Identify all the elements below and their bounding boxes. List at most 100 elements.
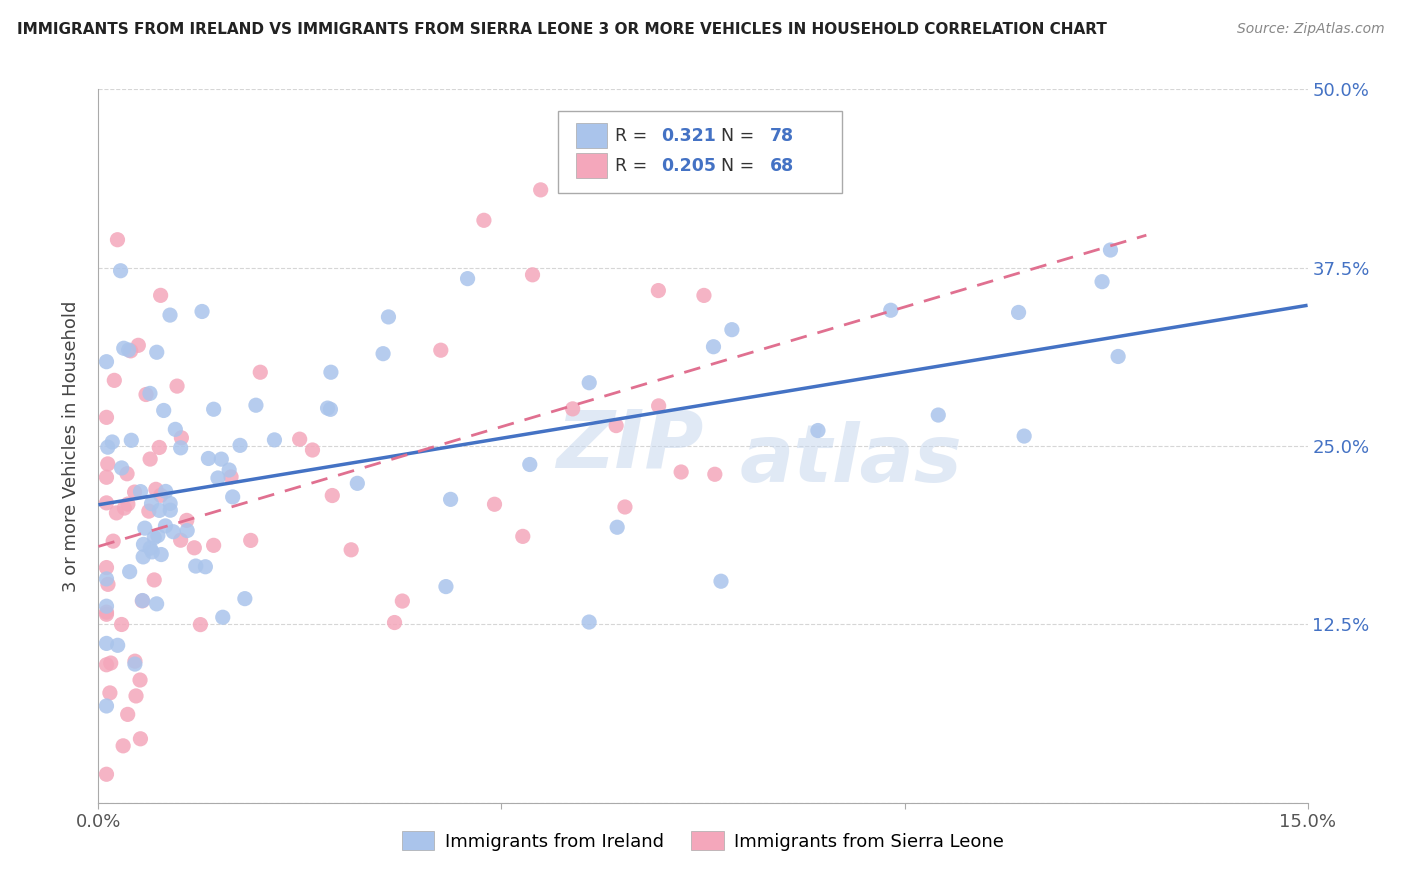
Point: [96, 410, 118, 425]
Point: [721, 323, 744, 337]
Point: [117, 497, 139, 511]
Point: [118, 565, 141, 579]
Point: [138, 504, 160, 518]
Point: [578, 376, 600, 390]
Point: [139, 541, 162, 555]
Point: [434, 580, 457, 594]
Point: [148, 503, 170, 517]
Point: [522, 268, 544, 282]
Point: [145, 483, 167, 497]
Point: [1007, 305, 1029, 319]
Text: ZIP: ZIP: [555, 407, 703, 485]
Text: IMMIGRANTS FROM IRELAND VS IMMIGRANTS FROM SIERRA LEONE 3 OR MORE VEHICLES IN HO: IMMIGRANTS FROM IRELAND VS IMMIGRANTS FR…: [17, 22, 1107, 37]
Point: [391, 594, 413, 608]
Point: [125, 689, 148, 703]
Point: [96, 657, 118, 672]
Point: [166, 379, 188, 393]
Point: [131, 594, 153, 608]
Point: [430, 343, 453, 358]
Point: [111, 461, 134, 475]
Point: [132, 549, 155, 564]
Point: [519, 458, 541, 472]
Legend: Immigrants from Ireland, Immigrants from Sierra Leone: Immigrants from Ireland, Immigrants from…: [395, 824, 1011, 858]
Point: [263, 433, 285, 447]
Point: [1107, 350, 1129, 364]
Point: [1099, 243, 1122, 257]
Point: [191, 304, 214, 318]
Point: [129, 484, 152, 499]
Point: [346, 476, 368, 491]
Point: [170, 431, 193, 445]
Text: R =: R =: [614, 127, 652, 145]
Point: [148, 441, 170, 455]
Point: [98, 686, 121, 700]
Point: [207, 471, 229, 485]
Point: [693, 288, 716, 302]
Point: [96, 599, 118, 614]
Point: [319, 402, 342, 417]
Point: [103, 373, 125, 387]
Point: [159, 308, 181, 322]
Point: [129, 673, 152, 687]
Point: [120, 343, 142, 358]
Point: [135, 387, 157, 401]
Point: [321, 489, 343, 503]
Point: [184, 559, 207, 574]
Text: 68: 68: [769, 157, 794, 175]
Point: [96, 636, 118, 650]
Point: [176, 524, 198, 538]
Y-axis label: 3 or more Vehicles in Household: 3 or more Vehicles in Household: [62, 301, 80, 591]
Point: [118, 343, 141, 357]
Point: [197, 451, 219, 466]
Point: [512, 529, 534, 543]
Point: [710, 574, 733, 589]
Point: [159, 496, 181, 510]
Point: [219, 470, 242, 484]
Point: [702, 340, 724, 354]
Point: [132, 537, 155, 551]
FancyBboxPatch shape: [576, 153, 607, 178]
Text: R =: R =: [614, 157, 652, 175]
Point: [120, 434, 142, 448]
Point: [115, 467, 138, 481]
Point: [96, 496, 118, 510]
Point: [139, 386, 162, 401]
Text: Source: ZipAtlas.com: Source: ZipAtlas.com: [1237, 22, 1385, 37]
Point: [613, 500, 636, 514]
Point: [129, 731, 152, 746]
Point: [112, 341, 135, 355]
Text: 0.205: 0.205: [661, 157, 716, 175]
Point: [96, 767, 118, 781]
Point: [141, 545, 163, 559]
Point: [96, 605, 118, 619]
Point: [239, 533, 262, 548]
Point: [149, 488, 172, 502]
Point: [233, 591, 256, 606]
Point: [1091, 275, 1114, 289]
Point: [245, 398, 267, 412]
Point: [105, 506, 128, 520]
Point: [371, 346, 394, 360]
Point: [1012, 429, 1035, 443]
Point: [97, 577, 120, 591]
Point: [112, 739, 135, 753]
Point: [112, 501, 135, 516]
Point: [209, 452, 232, 467]
Point: [124, 657, 146, 671]
Point: [218, 463, 240, 477]
Point: [155, 519, 177, 533]
Point: [150, 548, 173, 562]
Point: [110, 264, 132, 278]
Point: [159, 503, 181, 517]
Text: 0.321: 0.321: [661, 127, 716, 145]
Point: [249, 365, 271, 379]
Point: [124, 654, 146, 668]
Point: [183, 541, 205, 555]
Point: [97, 457, 120, 471]
Point: [96, 560, 118, 574]
Point: [155, 484, 177, 499]
Point: [100, 656, 122, 670]
Text: N =: N =: [721, 127, 759, 145]
Point: [169, 533, 191, 548]
Point: [202, 402, 225, 417]
